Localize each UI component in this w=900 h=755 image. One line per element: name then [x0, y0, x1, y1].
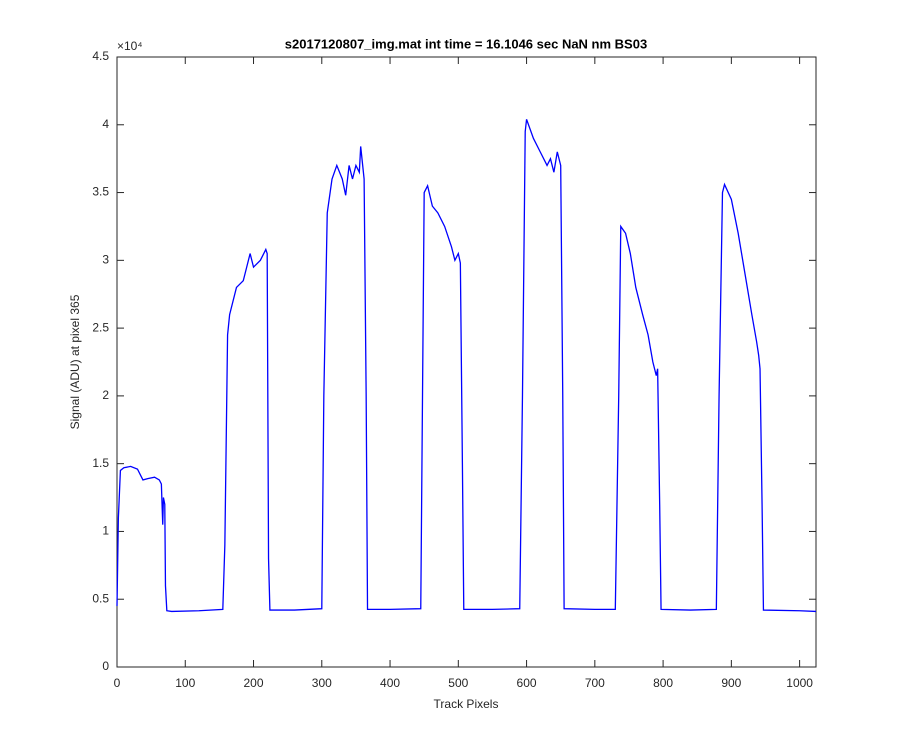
y-tick-label: 3.5 — [92, 185, 109, 199]
x-axis-label: Track Pixels — [434, 697, 499, 711]
line — [116, 119, 817, 613]
y-tick-label: 4.5 — [92, 49, 109, 63]
x-tick-label: 400 — [380, 676, 400, 690]
x-tick-label: 300 — [312, 676, 332, 690]
chart-title: s2017120807_img.mat int time = 16.1046 s… — [285, 36, 647, 51]
y-tick-label: 3 — [102, 253, 109, 267]
y-tick-label: 1 — [102, 524, 109, 538]
x-tick-label: 800 — [653, 676, 673, 690]
x-tick-label: 700 — [585, 676, 605, 690]
y-multiplier: ×10⁴ — [117, 39, 143, 53]
y-axis-label: Signal (ADU) at pixel 365 — [68, 294, 82, 429]
x-tick-label: 100 — [175, 676, 195, 690]
y-tick-label: 1.5 — [92, 456, 109, 470]
x-tick-label: 0 — [114, 676, 121, 690]
plot-area — [116, 56, 817, 668]
y-tick-label: 2 — [102, 388, 109, 402]
x-tick-label: 900 — [721, 676, 741, 690]
y-tick-label: 2.5 — [92, 320, 109, 334]
x-tick-label: 500 — [448, 676, 468, 690]
y-tick-label: 0 — [102, 659, 109, 673]
x-tick-label: 1000 — [786, 676, 813, 690]
x-tick-label: 600 — [517, 676, 537, 690]
y-tick-label: 0.5 — [92, 591, 109, 605]
y-tick-label: 4 — [102, 117, 109, 131]
x-tick-label: 200 — [244, 676, 264, 690]
